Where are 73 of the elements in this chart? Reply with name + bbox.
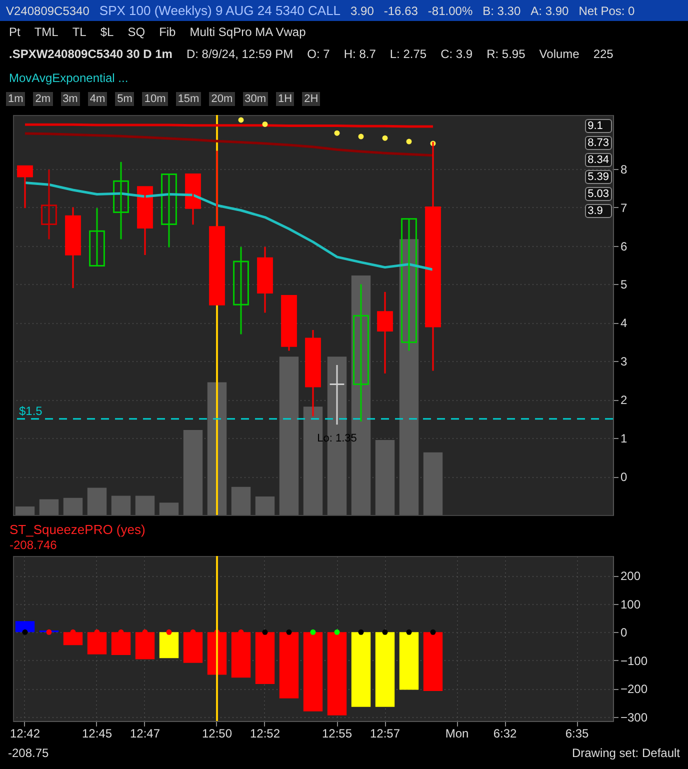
y-tick-label: −100 — [620, 654, 648, 668]
x-tick-label: 12:55 — [322, 726, 352, 740]
annotation: Lo: 1.35 — [317, 432, 357, 445]
text: Net Pos: 0 — [578, 4, 635, 18]
text: B: 3.30 — [482, 4, 521, 18]
y-tick-label: 1 — [620, 432, 628, 446]
text: H: 8.7 — [342, 46, 377, 62]
x-tick-label: 6:35 — [565, 726, 589, 740]
text: 10m — [142, 92, 168, 106]
y-tick-label: 4 — [620, 316, 628, 330]
text: 30m — [242, 92, 268, 106]
text: -208.75 — [8, 746, 49, 760]
y-tick-label: 3 — [620, 354, 628, 369]
text: 3m — [60, 92, 80, 106]
text: 1H — [276, 92, 294, 106]
chart-title: SPX 100 (Weeklys) 9 AUG 24 5340 CALL — [99, 3, 341, 18]
x-tick-label: 6:32 — [493, 726, 517, 740]
x-tick-label: Mon — [445, 726, 469, 740]
x-tick-label: 12:47 — [130, 726, 160, 740]
text: TL — [71, 24, 88, 40]
text: Drawing set: Default — [572, 746, 680, 760]
text: -81.00% — [428, 4, 473, 18]
text: 5m — [115, 92, 134, 106]
y-tick-label: 0 — [620, 626, 628, 640]
annotation: 3.9 — [584, 204, 612, 218]
ref-line-label: $1.5 — [19, 404, 43, 418]
annotation: 5.39 — [584, 170, 612, 184]
text: Multi SqPro MA Vwap — [188, 24, 307, 40]
y-tick-label: 7 — [620, 200, 628, 215]
x-tick-label: 12:52 — [250, 726, 280, 740]
chart-subtitle: -208.746 — [9, 538, 58, 552]
y-tick-label: 100 — [620, 597, 641, 612]
text: C: 3.9 — [440, 46, 474, 62]
y-tick-label: −200 — [620, 682, 648, 696]
text: R: 5.95 — [486, 46, 526, 62]
y-tick-label: 200 — [620, 569, 641, 584]
text: D: 8/9/24, 12:59 PM — [185, 46, 294, 62]
annotation: 5.03 — [584, 187, 612, 201]
y-tick-label: 8 — [620, 162, 628, 176]
x-tick-label: 12:57 — [370, 726, 400, 740]
chart-title: ST_SqueezePRO (yes) — [9, 522, 146, 537]
text: SQ — [126, 24, 146, 40]
text: -16.63 — [384, 4, 418, 18]
text: 2m — [33, 92, 53, 106]
x-tick-label: 12:45 — [82, 726, 112, 740]
annotation: 8.34 — [584, 153, 612, 167]
y-tick-label: −300 — [620, 710, 648, 724]
text: 3.90 — [350, 4, 374, 18]
text: MovAvgExponential ... — [8, 70, 130, 86]
text: 225 — [592, 46, 614, 62]
x-tick-label: 12:50 — [202, 726, 232, 740]
text: 15m — [176, 92, 202, 106]
text: V240809C5340 — [6, 4, 90, 18]
text: Fib — [158, 24, 177, 40]
text: L: 2.75 — [388, 46, 428, 62]
annotation: 8.73 — [584, 136, 612, 150]
text: Volume — [538, 46, 580, 62]
y-tick-label: 6 — [620, 239, 628, 254]
text: Pt — [8, 24, 22, 40]
text: 1m — [6, 92, 26, 106]
text: A: 3.90 — [530, 4, 569, 18]
text: O: 7 — [306, 46, 331, 62]
text: 2H — [302, 92, 320, 106]
x-tick-label: 12:42 — [10, 726, 40, 740]
annotation: 9.1 — [584, 119, 612, 133]
text: 4m — [88, 92, 108, 106]
text: TML — [33, 24, 60, 40]
text: 20m — [209, 92, 235, 106]
y-tick-label: 0 — [620, 470, 628, 484]
text: $L — [99, 24, 115, 40]
y-tick-label: 5 — [620, 278, 628, 292]
chart-subtitle: .SPXW240809C5340 30 D 1m — [8, 46, 174, 62]
y-tick-label: 2 — [620, 393, 628, 408]
